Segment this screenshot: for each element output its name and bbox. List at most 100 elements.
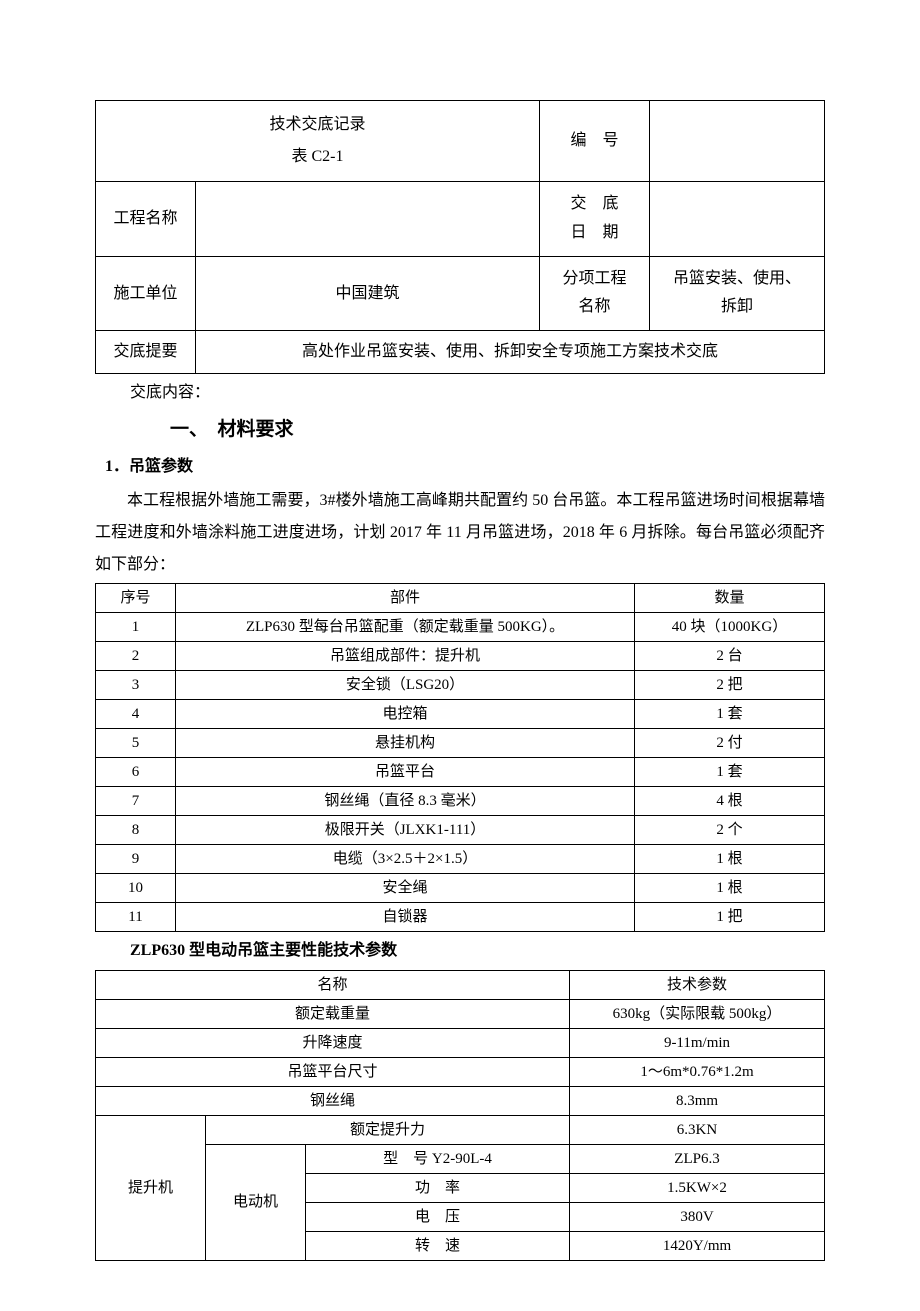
param-name: 电 压 <box>306 1202 570 1231</box>
table-row: 3 安全锁（LSG20） 2 把 <box>96 671 825 700</box>
subproject-value-line2: 拆卸 <box>660 293 814 322</box>
params-table: 名称 技术参数 额定载重量 630kg（实际限载 500kg） 升降速度 9-1… <box>95 970 825 1261</box>
cell-qty: 40 块（1000KG） <box>635 613 825 642</box>
cell-qty: 2 把 <box>635 671 825 700</box>
cell-qty: 1 根 <box>635 874 825 903</box>
param-value: 1420Y/mm <box>570 1231 825 1260</box>
date-label-line1: 交 底 <box>550 190 639 219</box>
date-label: 交 底 日 期 <box>540 182 650 257</box>
param-name: 钢丝绳 <box>96 1086 570 1115</box>
param-name: 升降速度 <box>96 1028 570 1057</box>
parts-table: 序号 部件 数量 1 ZLP630 型每台吊篮配重（额定载重量 500KG）。 … <box>95 583 825 932</box>
cell-qty: 1 根 <box>635 845 825 874</box>
cell-part: 电缆（3×2.5＋2×1.5） <box>176 845 635 874</box>
param-name: 转 速 <box>306 1231 570 1260</box>
params-heading: ZLP630 型电动吊篮主要性能技术参数 <box>95 938 825 964</box>
table-row: 11 自锁器 1 把 <box>96 903 825 932</box>
param-name: 吊篮平台尺寸 <box>96 1057 570 1086</box>
header-table: 技术交底记录 表 C2-1 编 号 工程名称 交 底 日 期 施工单位 中国建筑… <box>95 100 825 374</box>
date-value <box>650 182 825 257</box>
cell-part: ZLP630 型每台吊篮配重（额定载重量 500KG）。 <box>176 613 635 642</box>
cell-seq: 3 <box>96 671 176 700</box>
param-value: ZLP6.3 <box>570 1144 825 1173</box>
date-label-line2: 日 期 <box>550 219 639 248</box>
subproject-label: 分项工程 名称 <box>540 256 650 331</box>
param-name: 额定提升力 <box>206 1115 570 1144</box>
col-header-1: 序号 <box>96 584 176 613</box>
cell-qty: 2 个 <box>635 816 825 845</box>
cell-seq: 1 <box>96 613 176 642</box>
table-row: 8 极限开关（JLXK1-111） 2 个 <box>96 816 825 845</box>
param-name: 型 号 Y2-90L-4 <box>306 1144 570 1173</box>
table-row: 钢丝绳 8.3mm <box>96 1086 825 1115</box>
cell-seq: 9 <box>96 845 176 874</box>
project-name-label: 工程名称 <box>96 182 196 257</box>
project-name-value <box>196 182 540 257</box>
title-cell: 技术交底记录 表 C2-1 <box>96 101 540 182</box>
cell-qty: 4 根 <box>635 787 825 816</box>
cell-qty: 1 把 <box>635 903 825 932</box>
table-row: 序号 部件 数量 <box>96 584 825 613</box>
cell-seq: 5 <box>96 729 176 758</box>
unit-label: 施工单位 <box>96 256 196 331</box>
cell-part: 自锁器 <box>176 903 635 932</box>
table-row: 提升机 额定提升力 6.3KN <box>96 1115 825 1144</box>
cell-part: 电控箱 <box>176 700 635 729</box>
code-value <box>650 101 825 182</box>
table-row: 升降速度 9-11m/min <box>96 1028 825 1057</box>
table-row: 7 钢丝绳（直径 8.3 毫米） 4 根 <box>96 787 825 816</box>
cell-part: 钢丝绳（直径 8.3 毫米） <box>176 787 635 816</box>
cell-seq: 2 <box>96 642 176 671</box>
cell-seq: 11 <box>96 903 176 932</box>
table-row: 9 电缆（3×2.5＋2×1.5） 1 根 <box>96 845 825 874</box>
code-label: 编 号 <box>540 101 650 182</box>
cell-seq: 6 <box>96 758 176 787</box>
param-value: 9-11m/min <box>570 1028 825 1057</box>
col-header-3: 数量 <box>635 584 825 613</box>
param-name: 额定载重量 <box>96 999 570 1028</box>
table-row: 6 吊篮平台 1 套 <box>96 758 825 787</box>
cell-seq: 10 <box>96 874 176 903</box>
cell-seq: 8 <box>96 816 176 845</box>
summary-value: 高处作业吊篮安装、使用、拆卸安全专项施工方案技术交底 <box>196 331 825 374</box>
table-row: 额定载重量 630kg（实际限载 500kg） <box>96 999 825 1028</box>
cell-seq: 7 <box>96 787 176 816</box>
cell-part: 悬挂机构 <box>176 729 635 758</box>
subproject-label-line1: 分项工程 <box>550 265 639 294</box>
param-value: 380V <box>570 1202 825 1231</box>
section-1-sub-heading: 1．吊篮参数 <box>95 454 825 480</box>
subproject-value: 吊篮安装、使用、 拆卸 <box>650 256 825 331</box>
content-label: 交底内容： <box>95 380 825 406</box>
table-row: 10 安全绳 1 根 <box>96 874 825 903</box>
cell-qty: 2 付 <box>635 729 825 758</box>
motor-label: 电动机 <box>206 1144 306 1260</box>
section-1-heading: 一、 材料要求 <box>95 415 825 445</box>
param-value: 8.3mm <box>570 1086 825 1115</box>
section-1-paragraph: 本工程根据外墙施工需要，3#楼外墙施工高峰期共配置约 50 台吊篮。本工程吊篮进… <box>95 485 825 581</box>
subproject-label-line2: 名称 <box>550 293 639 322</box>
col-header-2: 部件 <box>176 584 635 613</box>
cell-part: 安全绳 <box>176 874 635 903</box>
cell-part: 吊篮平台 <box>176 758 635 787</box>
unit-value: 中国建筑 <box>196 256 540 331</box>
param-name: 功 率 <box>306 1173 570 1202</box>
param-value: 630kg（实际限载 500kg） <box>570 999 825 1028</box>
table-row: 5 悬挂机构 2 付 <box>96 729 825 758</box>
cell-part: 极限开关（JLXK1-111） <box>176 816 635 845</box>
col-header-value: 技术参数 <box>570 970 825 999</box>
table-row: 1 ZLP630 型每台吊篮配重（额定载重量 500KG）。 40 块（1000… <box>96 613 825 642</box>
cell-part: 安全锁（LSG20） <box>176 671 635 700</box>
param-value: 1～6m*0.76*1.2m <box>570 1057 825 1086</box>
table-row: 2 吊篮组成部件：提升机 2 台 <box>96 642 825 671</box>
doc-title-line1: 技术交底记录 <box>106 109 529 141</box>
param-value: 1.5KW×2 <box>570 1173 825 1202</box>
doc-title-line2: 表 C2-1 <box>106 141 529 173</box>
table-row: 吊篮平台尺寸 1～6m*0.76*1.2m <box>96 1057 825 1086</box>
table-row: 名称 技术参数 <box>96 970 825 999</box>
table-row: 4 电控箱 1 套 <box>96 700 825 729</box>
subproject-value-line1: 吊篮安装、使用、 <box>660 265 814 294</box>
cell-part: 吊篮组成部件：提升机 <box>176 642 635 671</box>
cell-qty: 1 套 <box>635 700 825 729</box>
col-header-name: 名称 <box>96 970 570 999</box>
param-value: 6.3KN <box>570 1115 825 1144</box>
